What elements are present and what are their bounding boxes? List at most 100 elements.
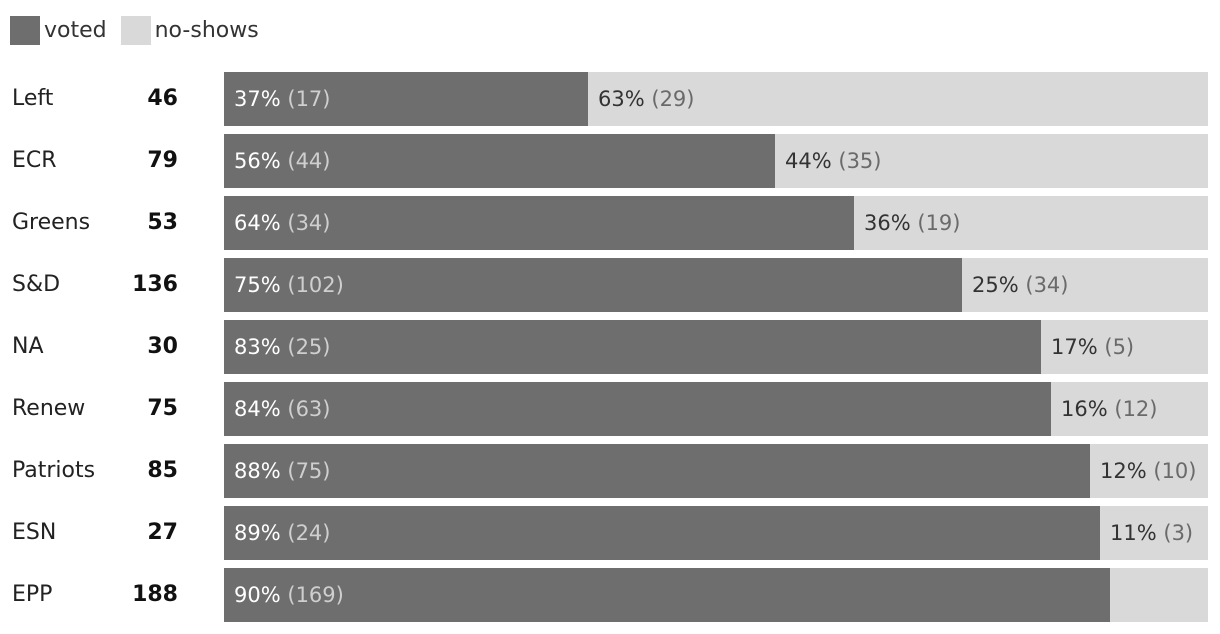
- legend-label-voted: voted: [44, 17, 107, 43]
- no-shows-count-label: (5): [1104, 335, 1135, 359]
- total-members: 53: [147, 210, 178, 235]
- party-label: ESN: [12, 520, 57, 545]
- bar-row: ECR 79 56% (44) 44% (35): [0, 134, 1220, 188]
- total-members: 85: [147, 458, 178, 483]
- no-shows-data-label: 44% (35): [785, 134, 881, 188]
- legend-item-voted: voted: [10, 15, 107, 45]
- voted-bar: [224, 444, 1090, 498]
- no-shows-count-label: (12): [1114, 397, 1158, 421]
- party-label: EPP: [12, 582, 53, 607]
- party-label: Greens: [12, 210, 91, 235]
- no-shows-percent-label: 63%: [598, 87, 645, 111]
- no-shows-data-label: 36% (19): [864, 196, 960, 250]
- voted-percent-label: 90%: [234, 583, 281, 607]
- bar-row: EPP 188 90% (169): [0, 568, 1220, 622]
- no-shows-bar: 83% (25) 17% (5): [224, 320, 1208, 374]
- voted-bar: [224, 568, 1110, 622]
- no-shows-percent-label: 44%: [785, 149, 832, 173]
- no-shows-bar: 88% (75) 12% (10): [224, 444, 1208, 498]
- bar-row: S&D 136 75% (102) 25% (34): [0, 258, 1220, 312]
- total-members: 75: [147, 396, 178, 421]
- no-shows-bar: 90% (169): [224, 568, 1208, 622]
- voted-data-label: 90% (169): [234, 568, 344, 622]
- no-shows-bar: 64% (34) 36% (19): [224, 196, 1208, 250]
- bar-row: NA 30 83% (25) 17% (5): [0, 320, 1220, 374]
- voted-data-label: 37% (17): [234, 72, 330, 126]
- voted-data-label: 88% (75): [234, 444, 330, 498]
- legend-item-noshows: no-shows: [120, 15, 259, 45]
- no-shows-bar: 56% (44) 44% (35): [224, 134, 1208, 188]
- voted-count-label: (34): [287, 211, 331, 235]
- no-shows-percent-label: 36%: [864, 211, 911, 235]
- voted-bar: [224, 258, 962, 312]
- no-shows-percent-label: 12%: [1100, 459, 1147, 483]
- no-shows-percent-label: 16%: [1061, 397, 1108, 421]
- voted-data-label: 83% (25): [234, 320, 330, 374]
- no-shows-bar: 37% (17) 63% (29): [224, 72, 1208, 126]
- party-label: Patriots: [12, 458, 96, 483]
- voted-data-label: 89% (24): [234, 506, 330, 560]
- voted-percent-label: 64%: [234, 211, 281, 235]
- voted-count-label: (102): [287, 273, 344, 297]
- no-shows-count-label: (10): [1153, 459, 1197, 483]
- voted-count-label: (17): [287, 87, 331, 111]
- voted-count-label: (63): [287, 397, 331, 421]
- bar-row: Greens 53 64% (34) 36% (19): [0, 196, 1220, 250]
- no-shows-data-label: 12% (10): [1100, 444, 1196, 498]
- total-members: 27: [147, 520, 178, 545]
- no-shows-bar: 89% (24) 11% (3): [224, 506, 1208, 560]
- voted-bar: [224, 382, 1051, 436]
- party-label: Left: [12, 86, 54, 111]
- bar-row: Renew 75 84% (63) 16% (12): [0, 382, 1220, 436]
- no-shows-percent-label: 17%: [1051, 335, 1098, 359]
- no-shows-data-label: 11% (3): [1110, 506, 1193, 560]
- voted-count-label: (169): [287, 583, 344, 607]
- no-shows-data-label: 63% (29): [598, 72, 694, 126]
- total-members: 79: [147, 148, 178, 173]
- voted-percent-label: 83%: [234, 335, 281, 359]
- no-shows-count-label: (3): [1163, 521, 1194, 545]
- voted-percent-label: 37%: [234, 87, 281, 111]
- voted-percent-label: 88%: [234, 459, 281, 483]
- no-shows-percent-label: 11%: [1110, 521, 1157, 545]
- voted-data-label: 75% (102): [234, 258, 344, 312]
- no-shows-count-label: (35): [838, 149, 882, 173]
- voted-count-label: (24): [287, 521, 331, 545]
- bar-row: Patriots 85 88% (75) 12% (10): [0, 444, 1220, 498]
- total-members: 136: [132, 272, 178, 297]
- no-shows-data-label: 25% (34): [972, 258, 1068, 312]
- voted-bar: [224, 196, 854, 250]
- no-shows-count-label: (19): [917, 211, 961, 235]
- voted-percent-label: 75%: [234, 273, 281, 297]
- voted-percent-label: 56%: [234, 149, 281, 173]
- total-members: 188: [132, 582, 178, 607]
- voted-bar: [224, 72, 588, 126]
- no-shows-data-label: 17% (5): [1051, 320, 1134, 374]
- voted-percent-label: 89%: [234, 521, 281, 545]
- legend-swatch-noshows: [120, 15, 151, 45]
- bar-row: ESN 27 89% (24) 11% (3): [0, 506, 1220, 560]
- no-shows-bar: 84% (63) 16% (12): [224, 382, 1208, 436]
- no-shows-bar: 75% (102) 25% (34): [224, 258, 1208, 312]
- party-label: ECR: [12, 148, 57, 173]
- voted-count-label: (75): [287, 459, 331, 483]
- party-label: Renew: [12, 396, 86, 421]
- legend-label-noshows: no-shows: [154, 17, 259, 43]
- voted-count-label: (25): [287, 335, 331, 359]
- no-shows-data-label: 16% (12): [1061, 382, 1157, 436]
- voted-bar: [224, 134, 775, 188]
- total-members: 30: [147, 334, 178, 359]
- total-members: 46: [147, 86, 178, 111]
- voted-data-label: 64% (34): [234, 196, 330, 250]
- voted-data-label: 56% (44): [234, 134, 330, 188]
- no-shows-count-label: (29): [651, 87, 695, 111]
- voted-bar: [224, 506, 1100, 560]
- no-shows-percent-label: 25%: [972, 273, 1019, 297]
- legend-swatch-voted: [10, 15, 40, 45]
- voted-count-label: (44): [287, 149, 331, 173]
- voted-bar: [224, 320, 1041, 374]
- party-label: S&D: [12, 272, 61, 297]
- bar-row: Left 46 37% (17) 63% (29): [0, 72, 1220, 126]
- no-shows-count-label: (34): [1025, 273, 1069, 297]
